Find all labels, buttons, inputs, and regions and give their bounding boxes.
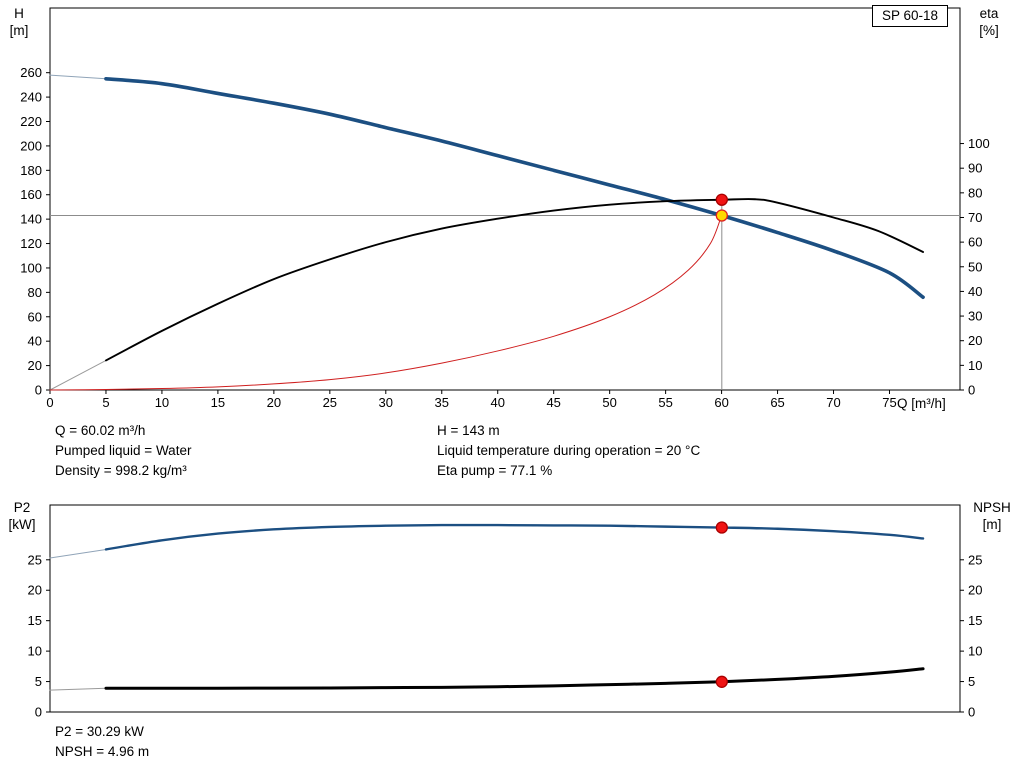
- tick-label: 90: [968, 161, 982, 176]
- npsh-curve: [104, 667, 925, 690]
- eta-axis-title-symbol: eta: [979, 6, 999, 21]
- duty-point-eta: [715, 193, 728, 206]
- tick-label: 160: [20, 187, 42, 202]
- tick-label: 100: [968, 136, 990, 151]
- tick-label: 5: [35, 674, 42, 689]
- tick-label: 0: [35, 705, 42, 719]
- tick-label: 35: [435, 395, 449, 410]
- duty-info-col1: Q = 60.02 m³/h Pumped liquid = Water Den…: [55, 421, 191, 481]
- pump-model-box: SP 60-18: [872, 5, 949, 27]
- tick-label: 40: [968, 284, 982, 299]
- tick-label: 75: [882, 395, 896, 410]
- qh-eta-chart-svg: 0204060801001201401601802002202402600102…: [20, 7, 990, 410]
- eta-curve-lead: [49, 359, 107, 391]
- tick-label: 140: [20, 212, 42, 227]
- npsh-curve-lead: [49, 687, 107, 691]
- p2-curve-lead: [49, 548, 107, 559]
- h-curve-lead: [49, 74, 107, 80]
- tick-label: 260: [20, 65, 42, 80]
- tick-label: 10: [155, 395, 169, 410]
- tick-label: 80: [28, 285, 42, 300]
- info-liquid-temperature: Liquid temperature during operation = 20…: [437, 443, 701, 458]
- npsh-axis-title: NPSH [m]: [964, 499, 1020, 533]
- h-axis-title: H [m]: [2, 5, 36, 39]
- duty-point-qh: [715, 209, 728, 222]
- plot-frame: [49, 7, 961, 391]
- tick-label: 10: [28, 644, 42, 659]
- tick-label: 20: [968, 333, 982, 348]
- tick-label: 10: [968, 644, 982, 659]
- tick-label: 60: [968, 235, 982, 250]
- tick-label: 20: [968, 583, 982, 598]
- tick-label: 0: [968, 705, 975, 719]
- tick-label: 50: [968, 259, 982, 274]
- tick-label: 25: [323, 395, 337, 410]
- info-eta-pump: Eta pump = 77.1 %: [437, 463, 553, 478]
- tick-label: 45: [546, 395, 560, 410]
- qh-eta-chart: 0 20 40 60 80 100 120 140 160 180 200 220 240 260 0 10 2…: [20, 7, 990, 410]
- tick-label: 10: [968, 358, 982, 373]
- tick-label: 120: [20, 236, 42, 251]
- tick-label: 0: [46, 395, 53, 410]
- h-axis-title-unit: [m]: [9, 23, 29, 38]
- tick-label: 5: [968, 674, 975, 689]
- tick-label: 65: [770, 395, 784, 410]
- info-pumped-liquid: Pumped liquid = Water: [55, 443, 192, 458]
- tick-label: 70: [826, 395, 840, 410]
- p2-axis-title-symbol: P2: [13, 500, 31, 515]
- npsh-axis-title-unit: [m]: [982, 517, 1002, 532]
- duty-info-col2: H = 143 m Liquid temperature during oper…: [437, 421, 700, 481]
- tick-label: 15: [28, 613, 42, 628]
- tick-label: 0: [968, 383, 975, 398]
- info-npsh: NPSH = 4.96 m: [55, 744, 150, 759]
- h-axis-title-symbol: H: [14, 6, 24, 21]
- tick-label: 55: [658, 395, 672, 410]
- p2-npsh-chart-svg: 0 5 10 15 20 25 0 5 10 15 20 25: [28, 504, 982, 719]
- p2-curve: [104, 523, 925, 551]
- p2-axis-title: P2 [kW]: [2, 499, 42, 533]
- p2-axis-title-unit: [kW]: [8, 517, 36, 532]
- tick-label: 180: [20, 163, 42, 178]
- tick-label: 70: [968, 210, 982, 225]
- power-info: P2 = 30.29 kW NPSH = 4.96 m: [55, 722, 149, 762]
- info-flow: Q = 60.02 m³/h: [55, 423, 146, 438]
- eta-axis-title-unit: [%]: [979, 23, 999, 38]
- tick-label: 50: [602, 395, 616, 410]
- eta-curve: [105, 198, 925, 362]
- tick-label: 5: [102, 395, 109, 410]
- tick-label: 0: [35, 383, 42, 398]
- plot-frame: [49, 504, 961, 713]
- h-curve: [104, 76, 925, 300]
- tick-label: 40: [490, 395, 504, 410]
- eta-axis-title: eta [%]: [968, 5, 1010, 39]
- tick-label: 20: [28, 583, 42, 598]
- info-density: Density = 998.2 kg/m³: [55, 463, 187, 478]
- tick-label: 200: [20, 138, 42, 153]
- tick-label: 30: [379, 395, 393, 410]
- tick-label: 20: [28, 358, 42, 373]
- npsh-axis-title-symbol: NPSH: [973, 500, 1011, 515]
- tick-label: 15: [968, 613, 982, 628]
- tick-label: 100: [20, 260, 42, 275]
- tick-label: 25: [28, 552, 42, 567]
- info-p2: P2 = 30.29 kW: [55, 724, 144, 739]
- duty-point-p2: [715, 521, 728, 534]
- system-curve: [49, 214, 723, 391]
- info-head: H = 143 m: [437, 423, 500, 438]
- tick-label: 25: [968, 552, 982, 567]
- tick-label: 15: [211, 395, 225, 410]
- q-axis-title: Q [m³/h]: [897, 396, 946, 411]
- tick-label: 40: [28, 334, 42, 349]
- tick-label: 80: [968, 185, 982, 200]
- p2-npsh-chart: 0 5 10 15 20 25 0 5 10 15 20 25: [0, 498, 1024, 718]
- duty-point-npsh: [715, 675, 728, 688]
- tick-label: 60: [714, 395, 728, 410]
- tick-label: 60: [28, 309, 42, 324]
- tick-label: 30: [968, 309, 982, 324]
- tick-label: 220: [20, 114, 42, 129]
- tick-label: 20: [267, 395, 281, 410]
- tick-label: 240: [20, 90, 42, 105]
